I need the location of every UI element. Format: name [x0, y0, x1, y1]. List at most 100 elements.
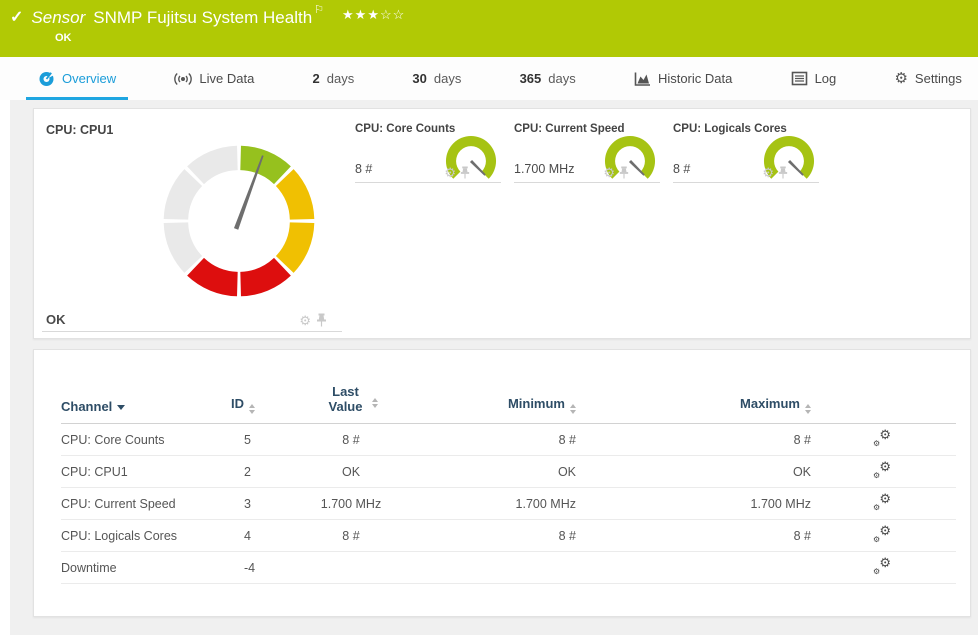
cell-channel: CPU: Core Counts [61, 433, 231, 447]
gauge-settings-gear-icon[interactable]: ⚙ [762, 166, 774, 179]
gauge-title: CPU: CPU1 [42, 109, 342, 137]
cell-minimum: OK [411, 465, 576, 479]
stars-filled: ★★★ [342, 7, 380, 22]
broadcast-icon [174, 71, 192, 87]
channel-gauge-core-counts: CPU: Core Counts 8 # ⚙ [355, 109, 501, 183]
area-chart-icon [634, 71, 651, 87]
channel-settings-gears-icon[interactable]: ⚙⚙ [873, 429, 891, 447]
sensor-title-text: SNMP Fujitsu System Health [93, 8, 312, 27]
cell-last-value: 1.700 MHz [291, 497, 411, 511]
column-header-last-value[interactable]: Last Value [291, 384, 411, 414]
cell-channel: CPU: CPU1 [61, 465, 231, 479]
tab-overview[interactable]: Overview [28, 57, 126, 100]
tab-historic-data[interactable]: Historic Data [624, 57, 742, 100]
gauge-settings-gear-icon[interactable]: ⚙ [299, 314, 311, 327]
cell-id: 2 [231, 465, 291, 479]
cell-id: 3 [231, 497, 291, 511]
stars-empty: ☆☆ [380, 7, 405, 22]
table-header-row: Channel ID Last Value Minimum Maximum [61, 384, 956, 424]
gauge-value: 8 # [673, 162, 690, 176]
primary-gauge [159, 141, 319, 301]
gauges-panel: CPU: CPU1 OK ⚙ [33, 108, 971, 339]
column-header-channel-label: Channel [61, 399, 112, 414]
gauge-needle [629, 160, 645, 176]
gear-icon: ⚙ [894, 71, 907, 86]
column-header-id[interactable]: ID [231, 396, 291, 414]
cell-maximum: 1.700 MHz [576, 497, 811, 511]
cell-last-value: OK [291, 465, 411, 479]
channels-table: Channel ID Last Value Minimum Maximum CP… [61, 384, 956, 584]
channel-gauge-cpu1: CPU: CPU1 OK ⚙ [42, 109, 342, 332]
column-header-last-value-label: Last Value [325, 384, 367, 414]
priority-stars[interactable]: ★★★☆☆ [342, 7, 405, 23]
page-title: SNMP Fujitsu System Health⚐ [93, 8, 324, 28]
tab-365-days-label: days [548, 71, 575, 86]
channel-settings-gears-icon[interactable]: ⚙⚙ [873, 525, 891, 543]
channels-table-panel: Channel ID Last Value Minimum Maximum CP… [33, 349, 971, 617]
cell-channel: CPU: Current Speed [61, 497, 231, 511]
column-header-maximum-label: Maximum [740, 396, 800, 411]
gauge-title: CPU: Core Counts [355, 109, 501, 135]
tab-historic-data-label: Historic Data [658, 71, 732, 86]
tab-live-data[interactable]: Live Data [164, 57, 264, 100]
pin-icon[interactable] [777, 166, 789, 179]
pin-icon[interactable] [618, 166, 630, 179]
tab-log-label: Log [815, 71, 837, 86]
column-header-id-label: ID [231, 396, 244, 411]
tab-2-days-label: days [327, 71, 354, 86]
sensor-status-badge: OK [55, 32, 966, 44]
cell-id: 4 [231, 529, 291, 543]
status-ok-check-icon: ✓ [10, 10, 23, 26]
table-row: CPU: Current Speed 3 1.700 MHz 1.700 MHz… [61, 488, 956, 520]
pin-icon[interactable] [315, 313, 328, 327]
gauge-value: 8 # [355, 162, 372, 176]
channel-gauge-current-speed: CPU: Current Speed 1.700 MHz ⚙ [514, 109, 660, 183]
column-header-minimum[interactable]: Minimum [411, 396, 576, 414]
gauge-needle [470, 160, 486, 176]
tab-30-days-label: days [434, 71, 461, 86]
content-area: CPU: CPU1 OK ⚙ [10, 100, 978, 635]
gauge-settings-gear-icon[interactable]: ⚙ [603, 166, 615, 179]
channel-settings-gears-icon[interactable]: ⚙⚙ [873, 493, 891, 511]
tab-30-days[interactable]: 30 days [402, 57, 471, 100]
tab-settings[interactable]: ⚙ Settings [884, 57, 971, 100]
table-row: CPU: Logicals Cores 4 8 # 8 # 8 # ⚙⚙ [61, 520, 956, 552]
channel-settings-gears-icon[interactable]: ⚙⚙ [873, 461, 891, 479]
tab-2-days-number: 2 [313, 71, 320, 86]
table-row: Downtime -4 ⚙⚙ [61, 552, 956, 584]
tab-365-days-number: 365 [520, 71, 542, 86]
column-header-channel[interactable]: Channel [61, 399, 231, 414]
gauge-title: CPU: Logicals Cores [673, 109, 819, 135]
gauge-value: 1.700 MHz [514, 162, 574, 176]
tab-log[interactable]: Log [781, 57, 847, 100]
tab-365-days[interactable]: 365 days [510, 57, 586, 100]
tab-overview-label: Overview [62, 71, 116, 86]
tab-bar: Overview Live Data 2 days 30 days 365 da… [0, 57, 978, 100]
gauge-settings-gear-icon[interactable]: ⚙ [444, 166, 456, 179]
tab-settings-label: Settings [915, 71, 962, 86]
cell-channel: CPU: Logicals Cores [61, 529, 231, 543]
channel-gauge-logicals-cores: CPU: Logicals Cores 8 # ⚙ [673, 109, 819, 183]
sort-desc-icon [117, 405, 125, 410]
cell-id: 5 [231, 433, 291, 447]
tab-live-data-label: Live Data [199, 71, 254, 86]
cell-maximum: OK [576, 465, 811, 479]
channel-settings-gears-icon[interactable]: ⚙⚙ [873, 557, 891, 575]
cell-minimum: 8 # [411, 529, 576, 543]
tab-2-days[interactable]: 2 days [303, 57, 365, 100]
cell-last-value: 8 # [291, 529, 411, 543]
pin-icon[interactable] [459, 166, 471, 179]
table-row: CPU: CPU1 2 OK OK OK ⚙⚙ [61, 456, 956, 488]
sort-icon [805, 404, 811, 414]
tab-30-days-number: 30 [412, 71, 426, 86]
sort-icon [249, 404, 255, 414]
flag-icon[interactable]: ⚐ [314, 4, 324, 16]
cell-last-value: 8 # [291, 433, 411, 447]
cell-id: -4 [231, 561, 291, 575]
table-row: CPU: Core Counts 5 8 # 8 # 8 # ⚙⚙ [61, 424, 956, 456]
gauge-needle [788, 160, 804, 176]
column-header-maximum[interactable]: Maximum [576, 396, 811, 414]
gauge-icon [38, 70, 55, 87]
gauge-value: OK [46, 312, 66, 327]
cell-maximum: 8 # [576, 529, 811, 543]
